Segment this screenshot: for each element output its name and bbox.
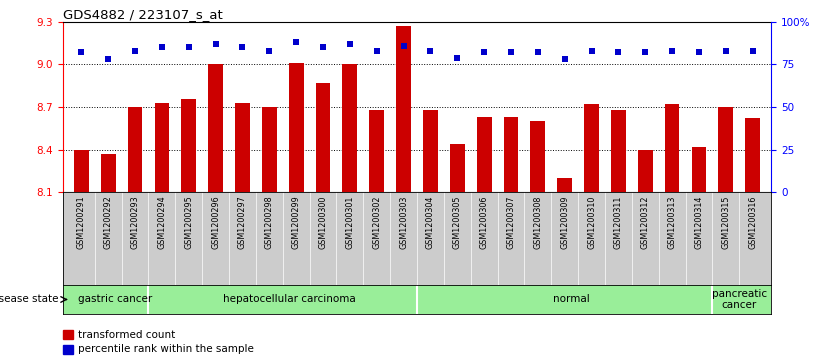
Point (746, 48, 759, 54)
Text: GSM1200308: GSM1200308 (533, 195, 542, 249)
Point (128, 48, 142, 54)
Bar (423, 110, 438, 192)
Bar (638, 150, 653, 192)
Point (102, 56, 115, 62)
Point (289, 39, 303, 45)
Text: GSM1200309: GSM1200309 (560, 195, 569, 249)
Text: GSM1200298: GSM1200298 (265, 195, 274, 249)
Bar (504, 117, 519, 192)
Point (692, 50, 706, 56)
Text: GSM1200294: GSM1200294 (158, 195, 167, 249)
Bar (101, 154, 116, 192)
Point (666, 48, 679, 54)
Text: GSM1200310: GSM1200310 (587, 195, 596, 249)
Text: GSM1200302: GSM1200302 (372, 195, 381, 249)
Point (155, 44, 168, 50)
Text: percentile rank within the sample: percentile rank within the sample (78, 344, 254, 354)
Bar (74, 150, 88, 192)
Bar (450, 144, 465, 192)
Bar (262, 107, 277, 192)
Bar (691, 147, 706, 192)
Text: GSM1200313: GSM1200313 (667, 195, 676, 249)
Text: GSM1200304: GSM1200304 (426, 195, 435, 249)
Text: GSM1200292: GSM1200292 (103, 195, 113, 249)
Text: GSM1200305: GSM1200305 (453, 195, 462, 249)
Bar (154, 103, 169, 192)
Point (370, 48, 384, 54)
Text: GSM1200303: GSM1200303 (399, 195, 408, 249)
Point (719, 48, 732, 54)
Bar (718, 107, 733, 192)
Point (477, 50, 490, 56)
Bar (396, 26, 411, 192)
Text: normal: normal (553, 294, 590, 305)
Text: GSM1200299: GSM1200299 (292, 195, 301, 249)
Text: GSM1200316: GSM1200316 (748, 195, 757, 249)
Text: GSM1200314: GSM1200314 (695, 195, 703, 249)
Point (611, 50, 625, 56)
Text: GSM1200315: GSM1200315 (721, 195, 731, 249)
Point (209, 41, 223, 47)
Text: hepatocellular carcinoma: hepatocellular carcinoma (223, 294, 356, 305)
Bar (208, 65, 223, 192)
Point (75, 50, 88, 56)
Bar (746, 118, 760, 192)
Point (263, 48, 276, 54)
Text: disease state: disease state (0, 294, 58, 305)
Text: gastric cancer: gastric cancer (78, 294, 152, 305)
Bar (128, 107, 143, 192)
Text: pancreatic
cancer: pancreatic cancer (711, 289, 766, 310)
Point (585, 48, 598, 54)
Text: GDS4882 / 223107_s_at: GDS4882 / 223107_s_at (63, 8, 223, 21)
Text: GSM1200297: GSM1200297 (238, 195, 247, 249)
Bar (181, 99, 196, 192)
Bar (557, 178, 572, 192)
Text: GSM1200293: GSM1200293 (131, 195, 139, 249)
Bar (235, 103, 250, 192)
Bar (665, 104, 680, 192)
Text: GSM1200307: GSM1200307 (506, 195, 515, 249)
Bar (289, 63, 304, 192)
Point (316, 44, 329, 50)
Point (450, 55, 464, 61)
Bar (584, 104, 599, 192)
Bar (611, 110, 626, 192)
Point (236, 44, 249, 50)
Bar (369, 110, 384, 192)
Point (558, 56, 571, 62)
Bar (343, 65, 357, 192)
Text: GSM1200311: GSM1200311 (614, 195, 623, 249)
Point (531, 50, 545, 56)
Text: transformed count: transformed count (78, 330, 175, 340)
Point (182, 44, 195, 50)
Point (639, 50, 652, 56)
Bar (315, 83, 330, 192)
Text: GSM1200300: GSM1200300 (319, 195, 328, 249)
Point (397, 43, 410, 49)
Text: GSM1200291: GSM1200291 (77, 195, 86, 249)
Text: GSM1200306: GSM1200306 (480, 195, 489, 249)
Text: GSM1200296: GSM1200296 (211, 195, 220, 249)
Text: GSM1200312: GSM1200312 (641, 195, 650, 249)
Point (344, 41, 357, 47)
Bar (530, 121, 545, 192)
Text: GSM1200301: GSM1200301 (345, 195, 354, 249)
Text: GSM1200295: GSM1200295 (184, 195, 193, 249)
Point (505, 50, 518, 56)
Bar (477, 117, 491, 192)
Point (424, 48, 437, 54)
